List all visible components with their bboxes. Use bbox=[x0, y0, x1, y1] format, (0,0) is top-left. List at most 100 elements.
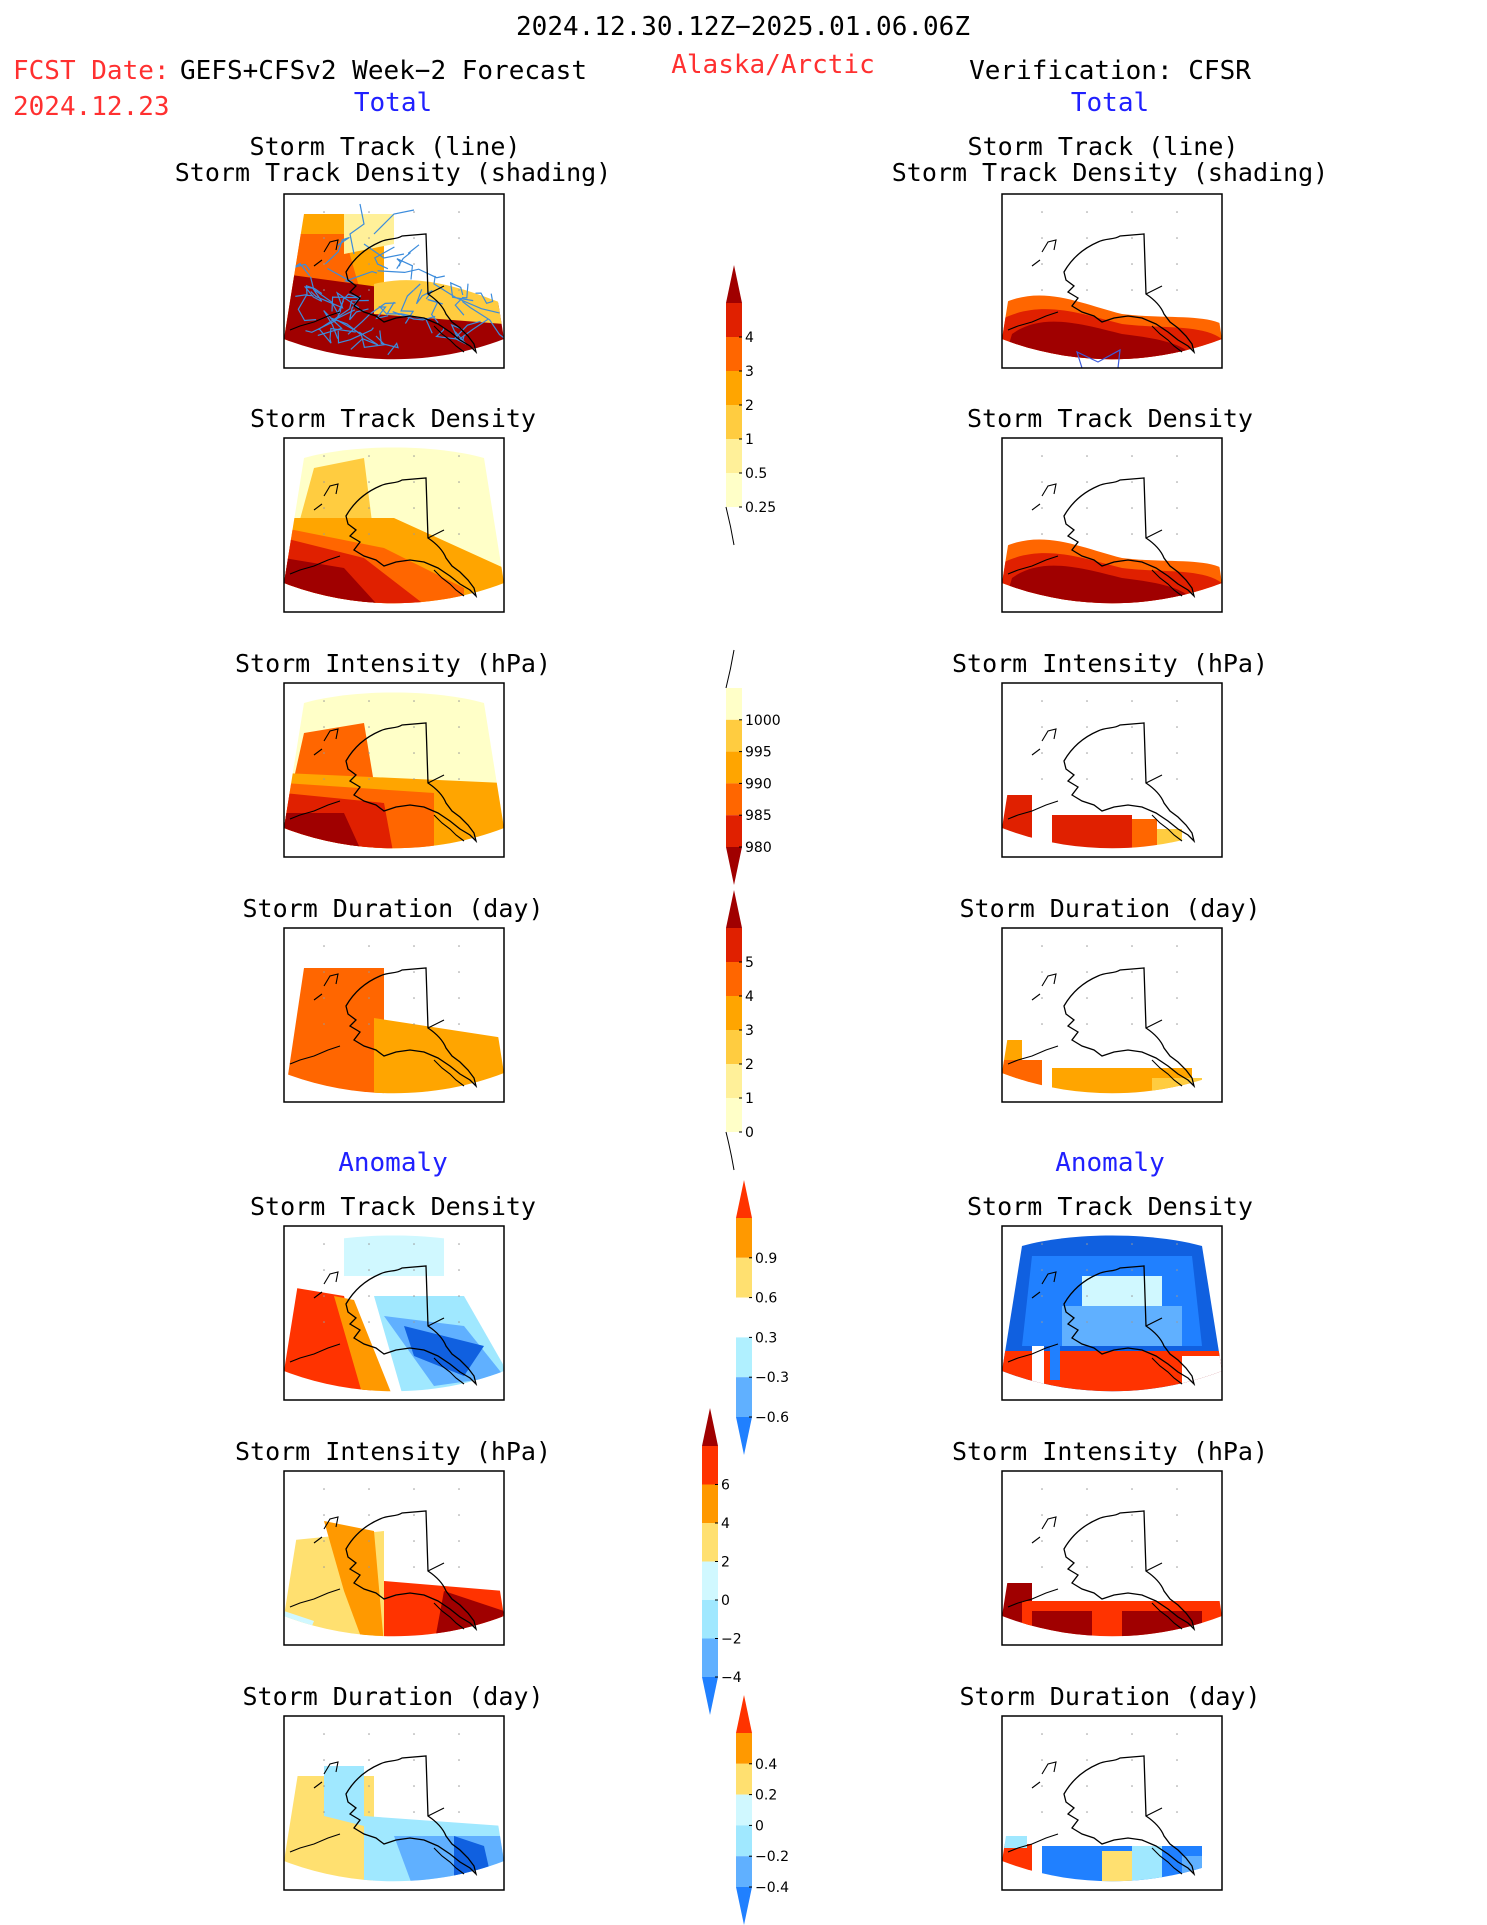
colorbar-segment bbox=[702, 1446, 718, 1485]
shade-cell bbox=[1032, 1611, 1092, 1637]
panhandle-coast bbox=[1151, 1357, 1183, 1385]
map-forecast-anom-density bbox=[283, 1225, 505, 1401]
colorbar-label: 2 bbox=[745, 398, 754, 414]
grid-dot bbox=[1176, 752, 1178, 754]
storm-track bbox=[337, 319, 386, 348]
shade-cell bbox=[1102, 1851, 1132, 1882]
colorbar-label: 4 bbox=[721, 1516, 730, 1532]
colorbar-label: 0 bbox=[745, 1125, 754, 1141]
grid-dot bbox=[1041, 997, 1043, 999]
grid-dot bbox=[458, 945, 460, 947]
grid-dot bbox=[368, 1811, 370, 1813]
canada-coast bbox=[1145, 1562, 1163, 1572]
grid-dot bbox=[1041, 507, 1043, 509]
colorbar-segment bbox=[736, 1377, 752, 1417]
colorbar-label: 0.9 bbox=[755, 1251, 777, 1267]
map-forecast-anom-duration bbox=[283, 1715, 505, 1891]
grid-dot bbox=[458, 211, 460, 213]
canada-coast bbox=[1145, 1019, 1163, 1029]
colorbar-label: 1 bbox=[745, 1091, 754, 1107]
grid-dot bbox=[323, 752, 325, 754]
grid-dot bbox=[1131, 455, 1133, 457]
grid-dot bbox=[323, 1566, 325, 1568]
colorbar-segment bbox=[726, 1098, 742, 1132]
grid-dot bbox=[413, 726, 415, 728]
grid-dot bbox=[413, 1733, 415, 1735]
colorbar-segment bbox=[726, 962, 742, 996]
grid-dot bbox=[368, 1023, 370, 1025]
colorbar-segment bbox=[736, 1856, 752, 1887]
colorbar-triangle bbox=[726, 890, 742, 928]
colorbar-segment bbox=[736, 1825, 752, 1857]
grid-dot bbox=[1041, 1540, 1043, 1542]
grid-dot bbox=[368, 997, 370, 999]
grid-dot bbox=[1086, 971, 1088, 973]
grid-dot bbox=[1131, 700, 1133, 702]
grid-dot bbox=[323, 1023, 325, 1025]
grid-dot bbox=[1176, 1514, 1178, 1516]
colorbar-segment bbox=[726, 688, 742, 720]
verification-label: Verification: CFSR bbox=[969, 56, 1251, 86]
grid-dot bbox=[323, 1759, 325, 1761]
grid-dot bbox=[1086, 1733, 1088, 1735]
grid-dot bbox=[1176, 1488, 1178, 1490]
colorbar-segment bbox=[702, 1638, 718, 1677]
colorbar-label: 0.5 bbox=[745, 466, 767, 482]
grid-dot bbox=[1131, 1488, 1133, 1490]
alaska-coastline bbox=[345, 1265, 478, 1387]
grid-dot bbox=[1176, 778, 1178, 780]
colorbar-label: 6 bbox=[721, 1478, 730, 1494]
grid-dot bbox=[1131, 263, 1133, 265]
title-density-right: Storm Track Density bbox=[967, 404, 1253, 433]
colorbar-total-density: 4 3 2 1 0.5 0.25 bbox=[725, 265, 776, 546]
title-anom-density-left: Storm Track Density bbox=[250, 1192, 536, 1221]
colorbar-label: −4 bbox=[721, 1670, 742, 1686]
grid-dot bbox=[458, 1759, 460, 1761]
grid-dot bbox=[458, 237, 460, 239]
canada-coast bbox=[427, 1562, 445, 1572]
alaska-coastline bbox=[1063, 477, 1196, 599]
colorbar-label: −0.4 bbox=[755, 1880, 789, 1896]
colorbar-tail bbox=[725, 649, 735, 689]
colorbar-segment bbox=[726, 996, 742, 1030]
grid-dot bbox=[368, 289, 370, 291]
grid-dot bbox=[458, 726, 460, 728]
colorbar-segment bbox=[726, 473, 742, 507]
siberia-aleutian-coast bbox=[289, 973, 341, 1065]
colorbar-segment bbox=[702, 1484, 718, 1523]
grid-dot bbox=[413, 263, 415, 265]
grid-dot bbox=[1176, 533, 1178, 535]
colorbar-segment bbox=[726, 337, 742, 371]
storm-track bbox=[310, 291, 360, 309]
colorbar-label: 0 bbox=[721, 1593, 730, 1609]
grid-dot bbox=[1041, 455, 1043, 457]
map-verif-intensity bbox=[1001, 682, 1223, 858]
shading-layers bbox=[284, 692, 504, 849]
storm-track bbox=[305, 284, 323, 297]
section-total-left: Total bbox=[353, 88, 433, 118]
colorbar-segment bbox=[726, 371, 742, 405]
canada-coast bbox=[427, 1807, 445, 1817]
storm-track bbox=[327, 267, 378, 284]
colorbar-label: 4 bbox=[745, 330, 754, 346]
siberia-aleutian-coast bbox=[289, 239, 341, 331]
grid-dot bbox=[413, 533, 415, 535]
colorbar-segment bbox=[736, 1297, 752, 1338]
grid-dot bbox=[1041, 1733, 1043, 1735]
shade-region bbox=[334, 1296, 394, 1392]
grid-dot bbox=[1131, 1269, 1133, 1271]
grid-dot bbox=[368, 752, 370, 754]
grid-dot bbox=[1176, 945, 1178, 947]
storm-track bbox=[350, 331, 379, 350]
grid-dot bbox=[413, 237, 415, 239]
shading-layers bbox=[1002, 1235, 1222, 1392]
grid-dot bbox=[1086, 289, 1088, 291]
grid-dot bbox=[323, 237, 325, 239]
grid-dot bbox=[323, 455, 325, 457]
grid-dot bbox=[1041, 1514, 1043, 1516]
colorbar-segment bbox=[736, 1733, 752, 1764]
grid-dot bbox=[1086, 1514, 1088, 1516]
grid-dot bbox=[323, 700, 325, 702]
grid-dot bbox=[1176, 997, 1178, 999]
